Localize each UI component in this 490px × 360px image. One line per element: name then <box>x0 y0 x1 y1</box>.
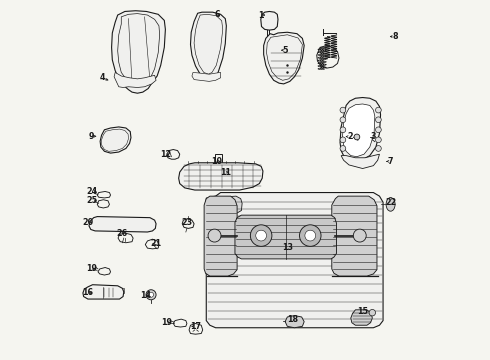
Text: 17: 17 <box>190 322 201 331</box>
Polygon shape <box>261 12 278 30</box>
Polygon shape <box>340 98 381 160</box>
Circle shape <box>353 229 366 242</box>
Text: 10: 10 <box>212 157 222 166</box>
Polygon shape <box>204 196 237 276</box>
Bar <box>215 163 221 166</box>
Bar <box>119 288 124 293</box>
Text: 23: 23 <box>181 218 193 227</box>
Polygon shape <box>285 316 304 328</box>
Circle shape <box>340 117 346 123</box>
Text: 1: 1 <box>258 10 264 19</box>
Text: 11: 11 <box>220 168 231 177</box>
Circle shape <box>369 310 375 316</box>
Text: 7: 7 <box>387 157 392 166</box>
Polygon shape <box>114 72 156 87</box>
Bar <box>147 220 152 224</box>
Polygon shape <box>89 217 156 232</box>
Bar <box>138 12 145 16</box>
Text: 5: 5 <box>282 46 288 55</box>
Bar <box>129 221 135 228</box>
Circle shape <box>208 229 221 242</box>
Bar <box>147 225 152 228</box>
Circle shape <box>146 290 156 300</box>
Bar <box>373 135 375 139</box>
Text: 21: 21 <box>150 239 162 248</box>
Polygon shape <box>341 154 379 168</box>
Text: 22: 22 <box>386 198 397 207</box>
Bar <box>89 288 101 298</box>
Circle shape <box>340 137 346 143</box>
Circle shape <box>305 230 316 241</box>
Text: 20: 20 <box>82 218 94 227</box>
Circle shape <box>299 225 321 246</box>
Text: 26: 26 <box>117 229 128 238</box>
Polygon shape <box>179 163 263 190</box>
Polygon shape <box>206 193 383 328</box>
Polygon shape <box>235 215 337 259</box>
Text: 8: 8 <box>392 32 398 41</box>
Circle shape <box>375 137 381 143</box>
Circle shape <box>148 292 153 297</box>
Bar <box>279 37 296 44</box>
Bar <box>139 221 146 228</box>
Text: 12: 12 <box>160 150 171 159</box>
Text: 2: 2 <box>347 132 352 141</box>
Bar <box>129 12 136 16</box>
Circle shape <box>354 134 360 140</box>
Polygon shape <box>83 285 124 299</box>
Text: 14: 14 <box>140 291 151 300</box>
Circle shape <box>375 117 381 123</box>
Polygon shape <box>264 32 304 84</box>
Circle shape <box>375 127 381 133</box>
Circle shape <box>340 107 346 113</box>
Text: 13: 13 <box>282 243 293 252</box>
Bar <box>119 221 125 228</box>
Text: 16: 16 <box>82 288 94 297</box>
Text: 25: 25 <box>86 196 97 205</box>
Polygon shape <box>205 196 242 213</box>
Text: 9: 9 <box>89 132 94 141</box>
Text: 19: 19 <box>86 265 97 274</box>
Circle shape <box>375 107 381 113</box>
Ellipse shape <box>386 198 395 211</box>
Polygon shape <box>112 11 166 93</box>
Text: 24: 24 <box>86 187 97 196</box>
Circle shape <box>256 230 267 241</box>
Text: 19: 19 <box>161 318 172 327</box>
Bar <box>204 13 216 17</box>
Circle shape <box>375 145 381 151</box>
Circle shape <box>250 225 272 246</box>
Bar <box>109 221 115 228</box>
Polygon shape <box>100 127 131 153</box>
Text: 3: 3 <box>370 132 376 141</box>
Polygon shape <box>343 104 375 157</box>
Polygon shape <box>192 72 220 81</box>
Text: 15: 15 <box>357 307 368 316</box>
Circle shape <box>340 127 346 133</box>
Bar <box>98 221 105 228</box>
Text: 4: 4 <box>99 73 105 82</box>
Polygon shape <box>332 196 377 276</box>
Bar <box>215 154 221 163</box>
Polygon shape <box>191 12 226 80</box>
Text: 18: 18 <box>287 315 298 324</box>
Text: 6: 6 <box>214 10 220 19</box>
Polygon shape <box>351 310 372 325</box>
Circle shape <box>340 145 346 151</box>
